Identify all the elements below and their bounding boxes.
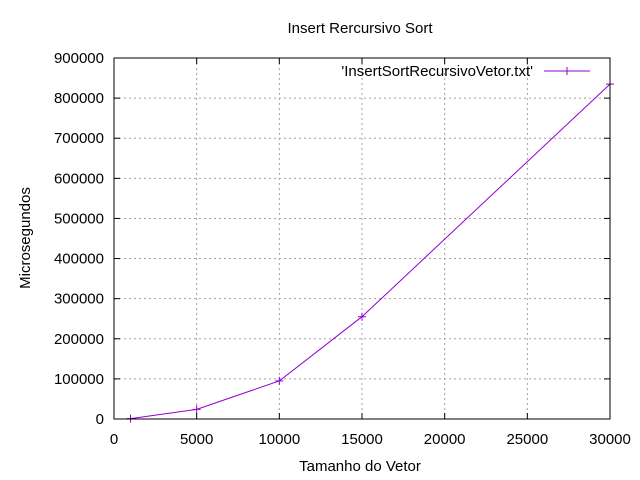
x-tick-label: 5000 [180, 431, 213, 448]
x-axis-label: Tamanho do Vetor [299, 458, 421, 475]
ticks: 0 5000 10000 15000 20000 25000 300000100000200… [54, 50, 631, 448]
y-tick-label: 400000 [54, 251, 104, 268]
x-tick-label: 25000 [506, 431, 548, 448]
y-tick-label: 0 [96, 411, 104, 428]
x-tick-label: 20000 [424, 431, 466, 448]
y-tick-label: 500000 [54, 210, 104, 227]
y-tick-label: 800000 [54, 90, 104, 107]
data-point-marker [358, 312, 366, 321]
legend-label: 'InsertSortRecursivoVetor.txt' [341, 63, 533, 80]
y-tick-label: 700000 [54, 130, 104, 147]
y-tick-label: 300000 [54, 291, 104, 308]
data-point-marker [192, 405, 201, 414]
y-axis-label: Microsegundos [17, 187, 34, 289]
y-tick-label: 100000 [54, 371, 104, 388]
y-tick-label: 200000 [54, 331, 104, 348]
x-tick-label: 30000 [589, 431, 631, 448]
y-tick-label: 900000 [54, 50, 104, 67]
legend-marker [563, 67, 571, 75]
series-line [130, 83, 611, 420]
series-layer [126, 80, 614, 423]
grid [114, 58, 610, 419]
x-tick-label: 0 [110, 431, 118, 448]
x-tick-label: 10000 [258, 431, 300, 448]
chart-title: Insert Rercursivo Sort [287, 20, 433, 37]
x-tick-label: 15000 [341, 431, 383, 448]
legend: 'InsertSortRecursivoVetor.txt' [341, 63, 590, 80]
data-point-marker [275, 376, 284, 385]
y-tick-label: 600000 [54, 170, 104, 187]
